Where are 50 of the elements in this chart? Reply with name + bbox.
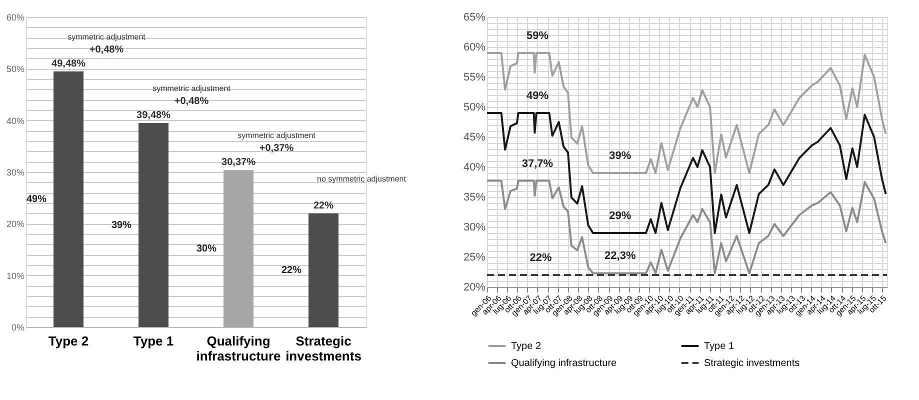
annotation: 49% (26, 194, 47, 206)
bar (138, 123, 168, 327)
annotation: 22,3% (604, 250, 636, 262)
y-tick-label: 0% (11, 322, 24, 332)
annotation: 22% (530, 252, 552, 264)
x-tick-label: Qualifying infrastructure (196, 334, 281, 364)
y-tick-label: 60% (463, 42, 486, 54)
annotation: symmetric adjustment (68, 32, 146, 42)
y-tick-label: 40% (6, 116, 24, 126)
y-tick-label: 55% (463, 72, 486, 84)
annotation: 59% (526, 30, 549, 42)
x-tick-label: Strategic investments (286, 334, 362, 364)
y-tick-label: 35% (463, 192, 486, 204)
line-series (486, 180, 887, 274)
annotation: 29% (609, 210, 632, 222)
annotation: symmetric adjustment (238, 131, 316, 140)
annotation: +0,48% (174, 96, 209, 108)
y-tick-label: 25% (463, 252, 486, 264)
annotation: 49% (526, 90, 549, 102)
annotation: +0,48% (89, 44, 124, 56)
y-tick-label: 40% (463, 162, 486, 174)
y-tick-label: 50% (6, 64, 24, 74)
line-series (486, 52, 887, 174)
data-label: 49,48% (52, 58, 86, 70)
y-tick-label: 30% (463, 222, 486, 234)
annotation: symmetric adjustment (152, 84, 232, 94)
y-tick-label: 30% (6, 168, 24, 178)
x-tick-label: Type 1 (133, 334, 174, 348)
annotation: +0,37% (259, 143, 294, 154)
annotation: 39% (111, 220, 132, 232)
bar (308, 213, 338, 327)
y-tick-label: 10% (6, 270, 24, 281)
data-label: 39,48% (136, 110, 171, 122)
y-tick-label: 20% (6, 219, 24, 230)
x-tick-label: Type 2 (48, 334, 89, 348)
data-label: 22% (313, 200, 334, 212)
annotation: 22% (281, 265, 302, 276)
y-tick-label: 45% (463, 132, 486, 144)
bar (224, 170, 254, 327)
annotation: 30% (196, 244, 217, 255)
y-tick-label: 65% (463, 12, 486, 24)
line-series (486, 112, 887, 234)
annotation: 37,7% (522, 158, 554, 170)
annotation: no symmetric adjustment (317, 174, 407, 184)
bar (54, 71, 84, 327)
annotation: 39% (609, 150, 632, 162)
y-tick-label: 50% (463, 102, 486, 114)
y-tick-label: 60% (6, 12, 24, 22)
data-label: 30,37% (222, 157, 256, 168)
y-tick-label: 20% (463, 282, 486, 294)
